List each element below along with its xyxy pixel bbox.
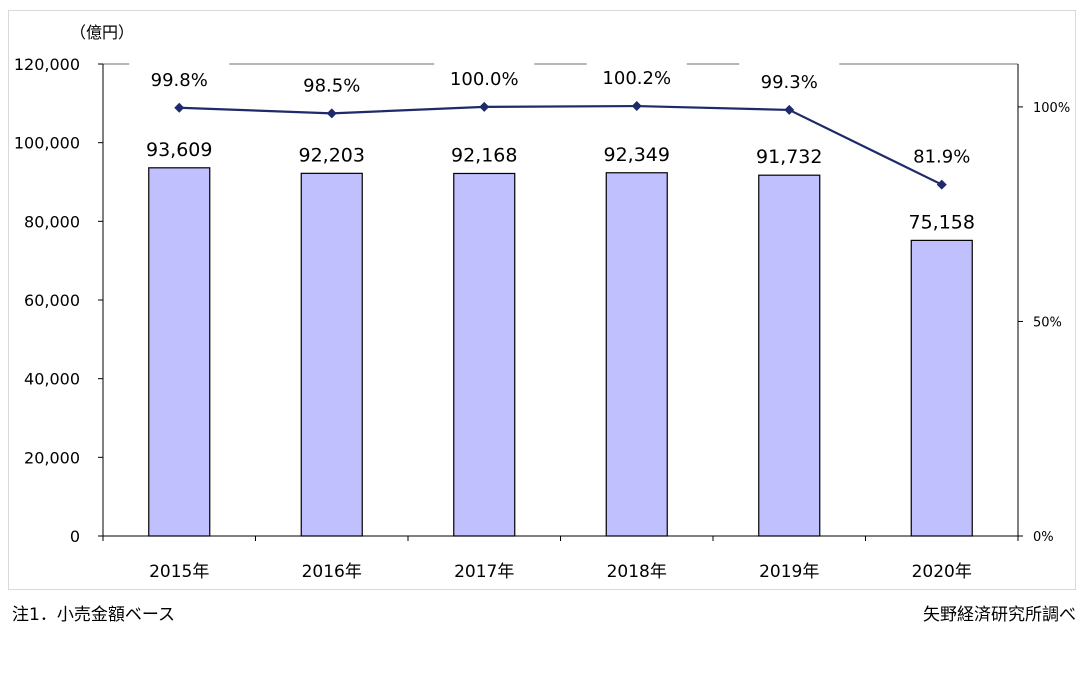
label-mask — [739, 58, 840, 70]
bar-value-label: 92,168 — [451, 144, 517, 166]
y-tick-label: 0 — [70, 527, 80, 546]
y-tick-label: 120,000 — [14, 55, 80, 74]
line-point — [479, 101, 490, 112]
x-tick-label: 2019年 — [759, 562, 819, 582]
y-tick-label: 40,000 — [24, 370, 80, 389]
y-tick-label: 60,000 — [24, 291, 80, 310]
y-tick-label: 80,000 — [24, 212, 80, 231]
line-series — [179, 104, 943, 186]
y-tick-label: 100,000 — [14, 134, 80, 153]
bar — [758, 174, 821, 537]
x-tick-label: 2016年 — [302, 562, 362, 582]
bar — [453, 172, 516, 537]
line-value-label: 99.8% — [151, 70, 208, 91]
bar — [605, 172, 668, 537]
line-point — [784, 104, 795, 115]
x-tick-label: 2020年 — [912, 562, 972, 582]
y2-tick-label: 0% — [1033, 530, 1054, 545]
y2-tick-label: 50% — [1033, 315, 1062, 330]
label-mask — [434, 58, 535, 70]
line-point — [936, 179, 947, 190]
line-value-label: 100.2% — [602, 68, 671, 89]
line-value-label: 100.0% — [450, 69, 519, 90]
bar — [910, 239, 973, 537]
label-mask — [586, 58, 687, 70]
line-point — [326, 108, 337, 119]
y-tick-label: 20,000 — [24, 448, 80, 467]
y-axis-label: （億円） — [70, 23, 134, 42]
line-point — [174, 102, 185, 113]
bar — [148, 167, 211, 537]
y2-tick-label: 100% — [1033, 101, 1070, 116]
bar-value-label: 91,732 — [756, 146, 822, 168]
bar — [300, 172, 363, 537]
line-value-label: 99.3% — [761, 72, 818, 93]
bar-value-label: 92,203 — [299, 144, 365, 166]
label-mask — [129, 58, 230, 70]
bar-value-label: 92,349 — [604, 144, 670, 166]
footnote: 注1．小売金額ベース — [12, 605, 175, 625]
x-tick-label: 2015年 — [149, 562, 209, 582]
bar-value-label: 75,158 — [909, 211, 975, 233]
source-note: 矢野経済研究所調べ — [923, 605, 1076, 625]
x-tick-label: 2017年 — [454, 562, 514, 582]
line-value-label: 81.9% — [913, 147, 970, 168]
line-point — [631, 101, 642, 112]
x-tick-label: 2018年 — [607, 562, 667, 582]
bar-value-label: 93,609 — [146, 139, 212, 161]
line-value-label: 98.5% — [303, 75, 360, 96]
